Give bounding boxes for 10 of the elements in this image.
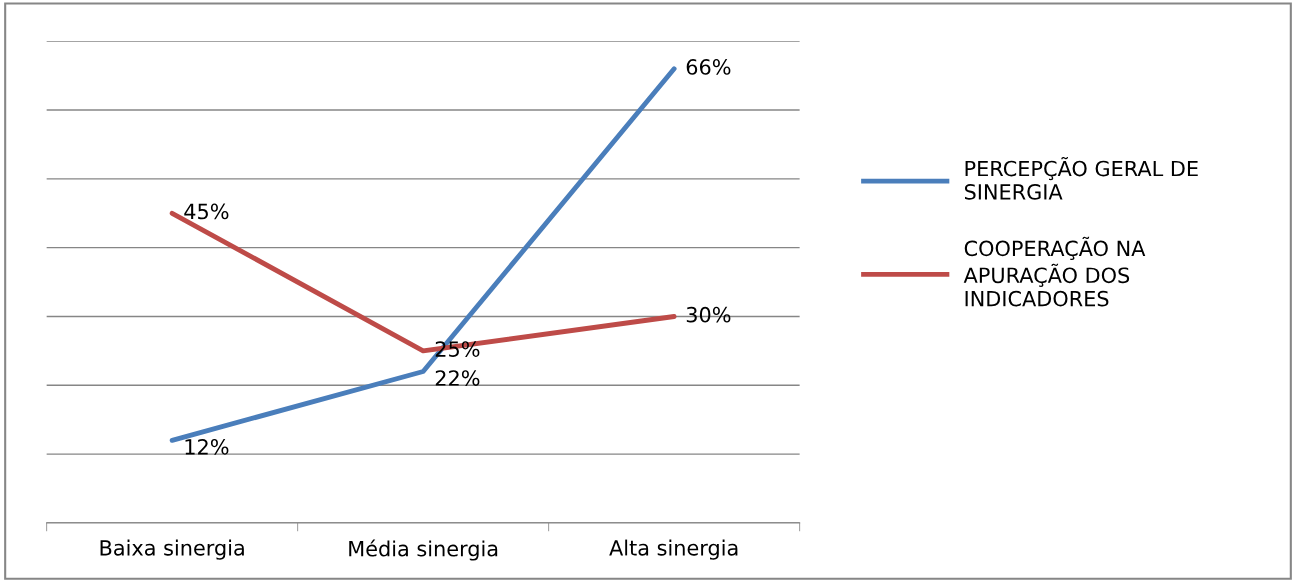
data-label: 45% <box>184 203 229 220</box>
legend-label: COOPERAÇÃO NA APURAÇÃO DOS INDICADORES <box>963 236 1146 307</box>
data-label: 12% <box>185 438 229 455</box>
data-label: 66% <box>686 59 731 75</box>
x-tick-label: Média sinergia <box>349 539 498 561</box>
legend-label: PERCEPÇÃO GERAL DE SINERGIA <box>964 156 1198 200</box>
x-tick-label: Baixa sinergia <box>100 539 244 560</box>
data-label: 22% <box>435 370 480 386</box>
x-tick-label: Alta sinergia <box>609 539 738 560</box>
data-label: 30% <box>686 306 731 323</box>
